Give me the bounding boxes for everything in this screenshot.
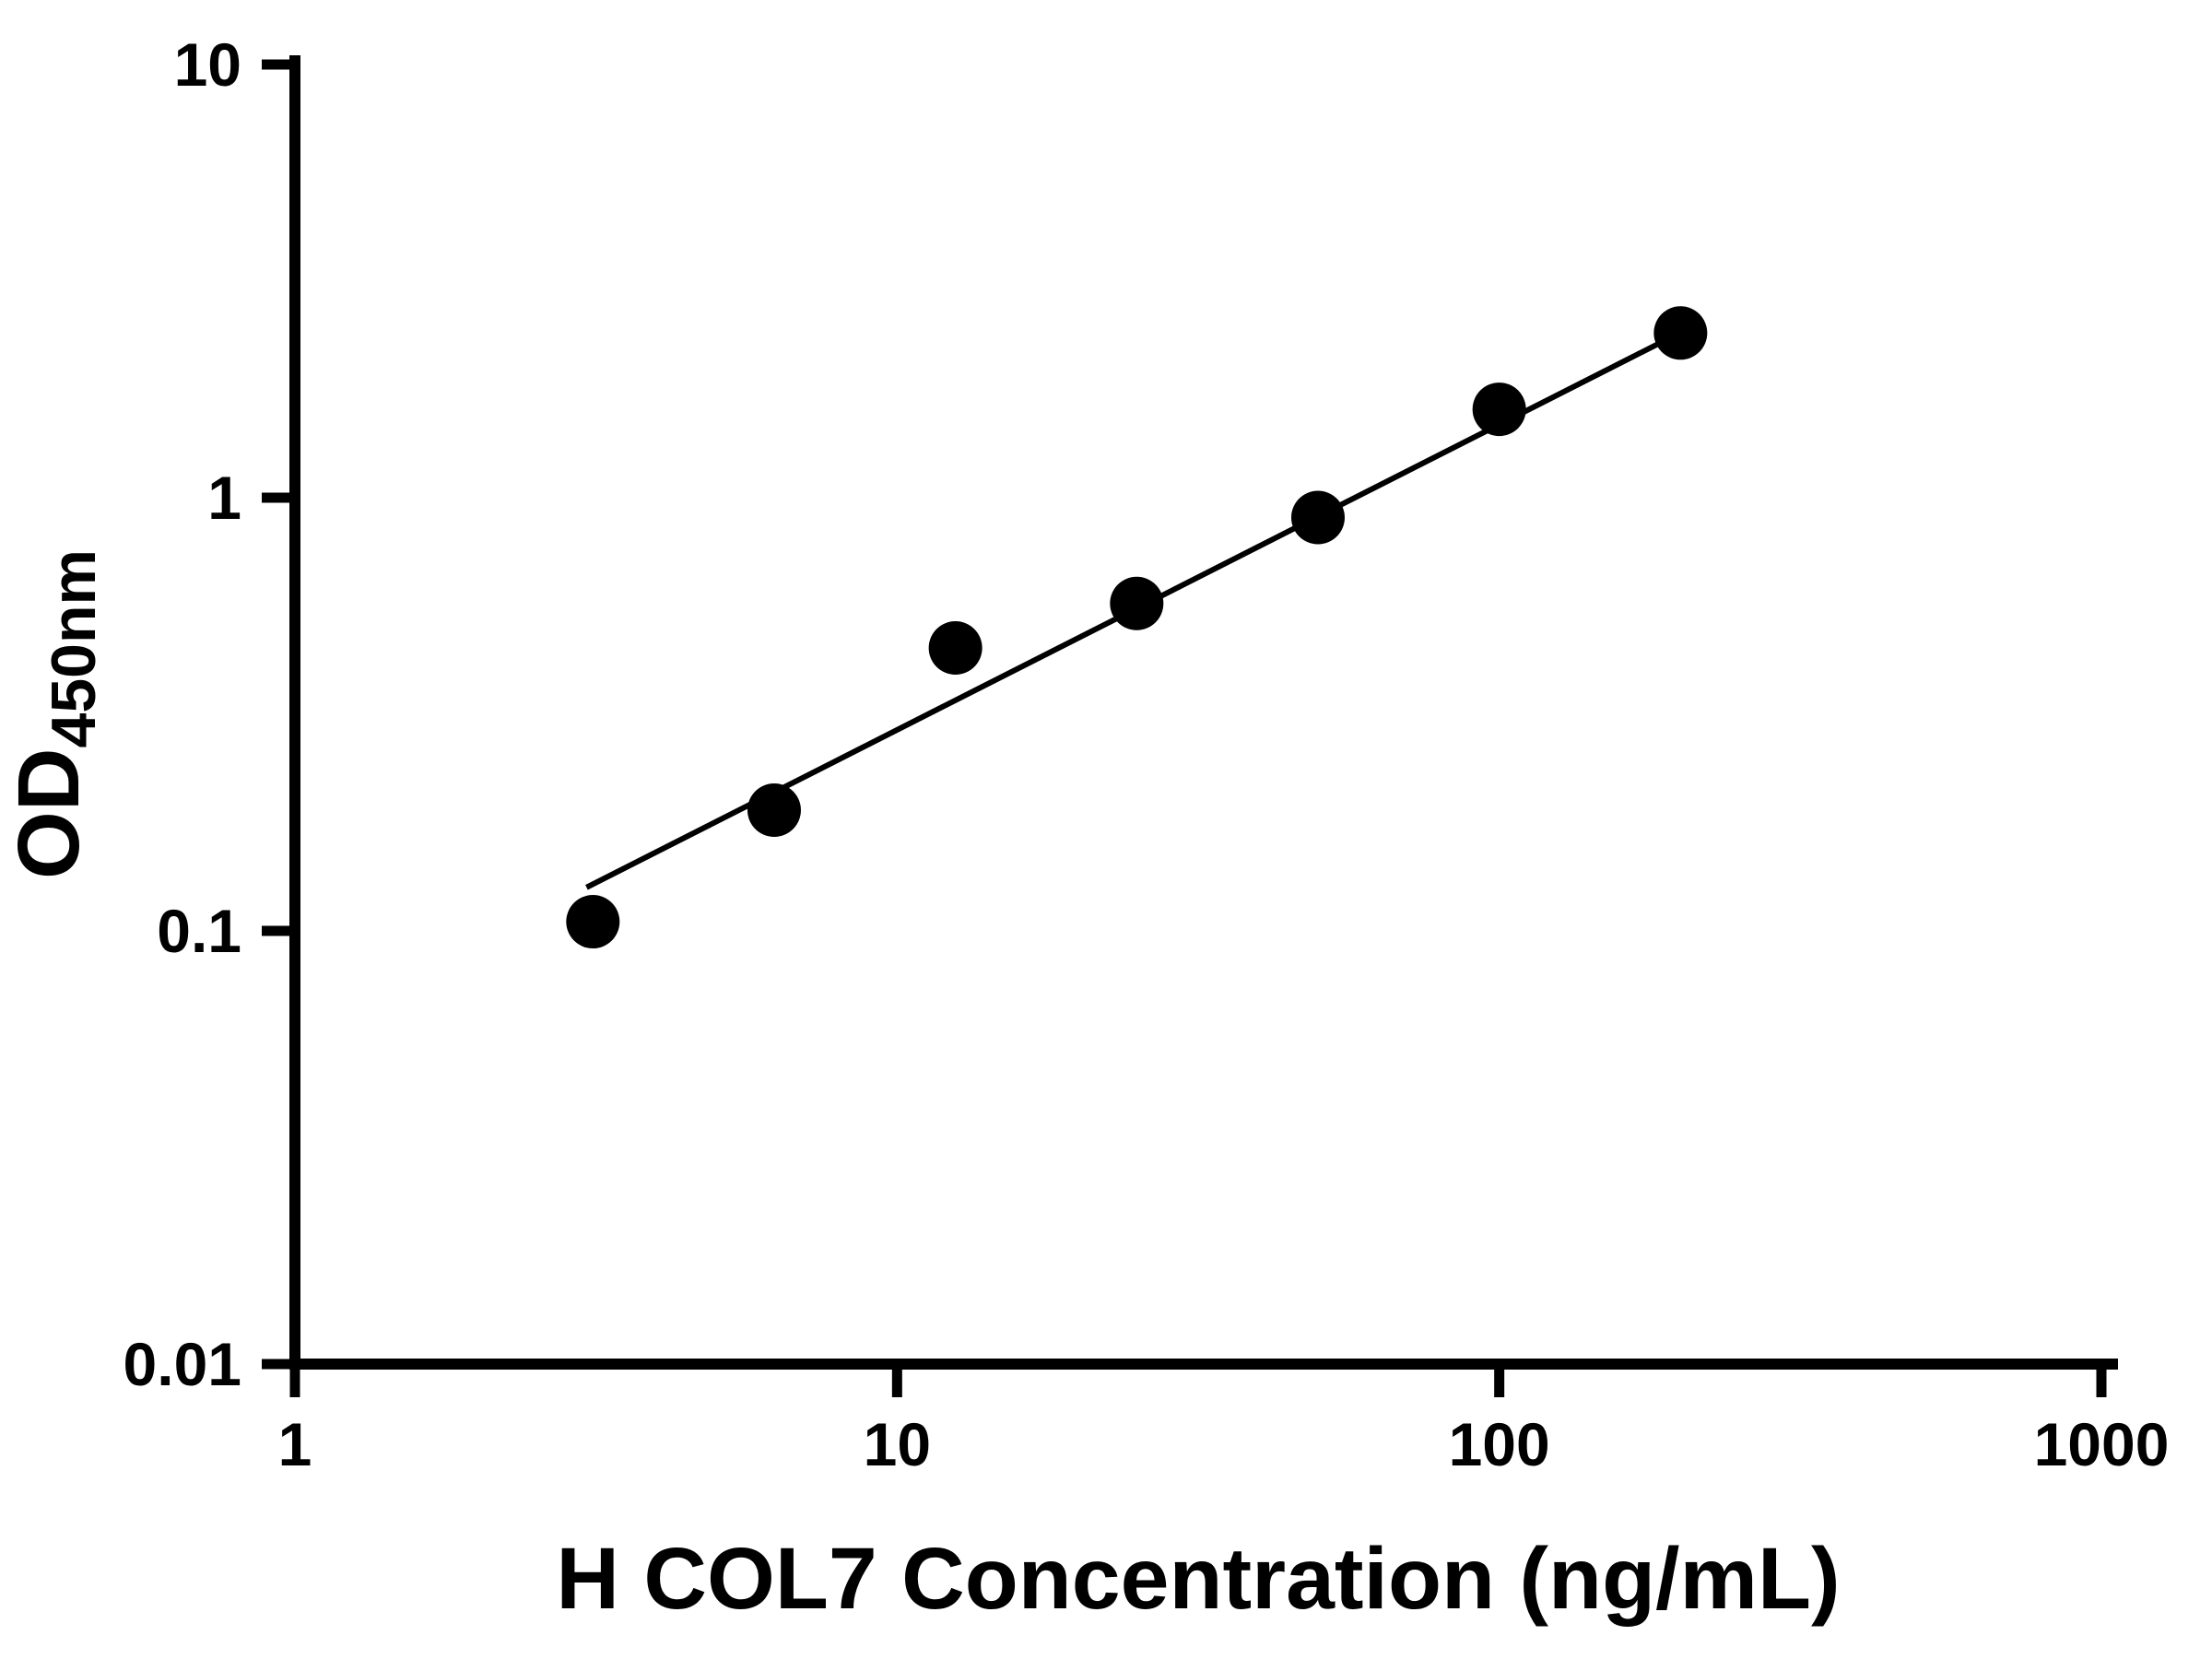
data-point (1290, 490, 1345, 545)
data-point (1653, 306, 1708, 360)
data-point (747, 782, 801, 837)
x-tick-label: 100 (1449, 1410, 1550, 1478)
y-tick-label: 0.1 (157, 897, 241, 965)
y-tick-label: 0.01 (124, 1330, 241, 1398)
data-point (1472, 382, 1526, 437)
x-tick-label: 10 (864, 1410, 931, 1478)
x-axis-title: H COL7 Concentration (ng/mL) (556, 1530, 1840, 1628)
data-point (1110, 576, 1164, 630)
data-point (566, 895, 620, 949)
y-axis-title: OD450nm (0, 549, 109, 879)
y-axis-title-main: OD (0, 747, 98, 879)
y-tick-label: 10 (174, 30, 241, 99)
data-point (928, 620, 982, 675)
plot-area: 1 10 100 1000 0.01 0.1 1 10 (124, 30, 2170, 1478)
y-axis-title-subscript: 450nm (39, 549, 109, 747)
x-tick-label: 1 (278, 1410, 312, 1478)
x-tick-label: 1000 (2034, 1410, 2170, 1478)
y-tick-label: 1 (207, 464, 241, 532)
